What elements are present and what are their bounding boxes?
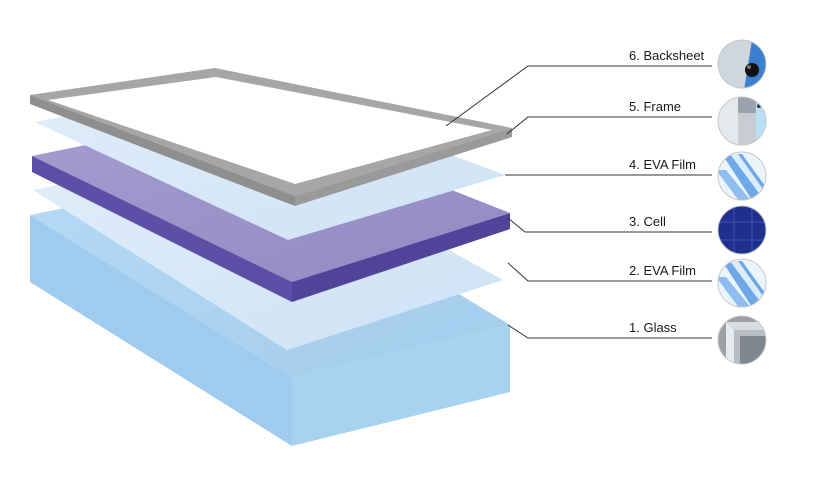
- leader-line-eva-film-bottom: [507, 262, 712, 282]
- label-glass: 1. Glass: [629, 320, 677, 335]
- label-eva-film-top: 4. EVA Film: [629, 157, 696, 172]
- glass-thumbnail: [717, 315, 767, 365]
- backsheet-thumbnail: [717, 39, 767, 89]
- label-cell: 3. Cell: [629, 214, 666, 229]
- label-frame: 5. Frame: [629, 99, 681, 114]
- eva-film-top-thumbnail: [717, 151, 767, 201]
- leader-line-frame: [506, 116, 712, 135]
- frame-layer: [30, 68, 512, 206]
- leader-line-glass: [507, 324, 712, 339]
- leader-line-cell: [507, 217, 712, 233]
- leader-line-backsheet: [445, 65, 712, 127]
- eva-film-bottom-thumbnail: [717, 258, 767, 308]
- leader-lines: [445, 65, 712, 339]
- label-backsheet: 6. Backsheet: [629, 48, 705, 63]
- frame-thumbnail: [717, 96, 767, 146]
- cell-thumbnail: [717, 205, 767, 255]
- label-eva-film-bottom: 2. EVA Film: [629, 263, 696, 278]
